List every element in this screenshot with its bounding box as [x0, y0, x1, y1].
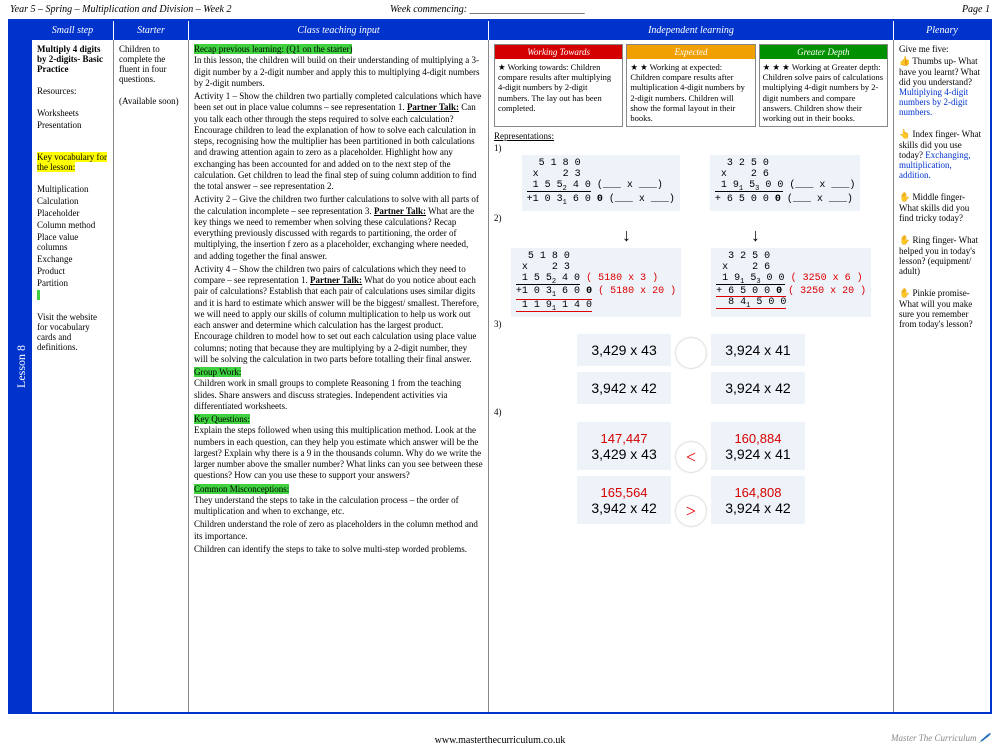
arrows: ↓↓: [494, 225, 888, 246]
main-table: Lesson 8 Small step Starter Class teachi…: [8, 19, 992, 714]
starter-cell: Children to complete the fluent in four …: [114, 40, 189, 712]
rep-2: 5 1 8 0 x 2 3 1 5 52 4 0 ( 5180 x 3 )+1 …: [494, 248, 888, 317]
col-starter: Starter: [114, 21, 189, 40]
col-step: Small step: [32, 21, 114, 40]
small-step-cell: Multiply 4 digits by 2-digits- Basic Pra…: [32, 40, 114, 712]
logo-text: Master The Curriculum 🖊️: [891, 733, 990, 744]
page-header: Year 5 – Spring – Multiplication and Div…: [0, 0, 1000, 19]
diff-ex: Expected ★ ★ Working at expected: Childr…: [626, 44, 755, 127]
header-left: Year 5 – Spring – Multiplication and Div…: [10, 4, 390, 15]
rep-1: 5 1 8 0 x 2 3 1 5 52 4 0 (___ x ___)+1 0…: [494, 155, 888, 210]
teaching-cell: Recap previous learning: (Q1 on the star…: [189, 40, 489, 712]
col-teach: Class teaching input: [189, 21, 489, 40]
footer-url: www.masterthecurriculum.co.uk: [0, 735, 1000, 746]
col-plen: Plenary: [894, 21, 990, 40]
header-right: Page 1: [930, 4, 990, 15]
lesson-tab: Lesson 8: [10, 21, 32, 712]
header-mid: Week commencing: _______________________: [390, 4, 930, 15]
rep-4: 147,4473,429 x 43 < 160,8843,924 x 41 16…: [494, 419, 888, 527]
independent-cell: Working Towards ★ Working towards: Child…: [489, 40, 894, 712]
col-indep: Independent learning: [489, 21, 894, 40]
rep-3: 3,429 x 43 3,924 x 41 3,942 x 42 3,924 x…: [494, 331, 888, 407]
column-headers: Small step Starter Class teaching input …: [32, 21, 990, 40]
diff-gd: Greater Depth ★ ★ ★ Working at Greater d…: [759, 44, 888, 127]
diff-wt: Working Towards ★ Working towards: Child…: [494, 44, 623, 127]
plenary-cell: Give me five: 👍 Thumbs up- What have you…: [894, 40, 987, 712]
